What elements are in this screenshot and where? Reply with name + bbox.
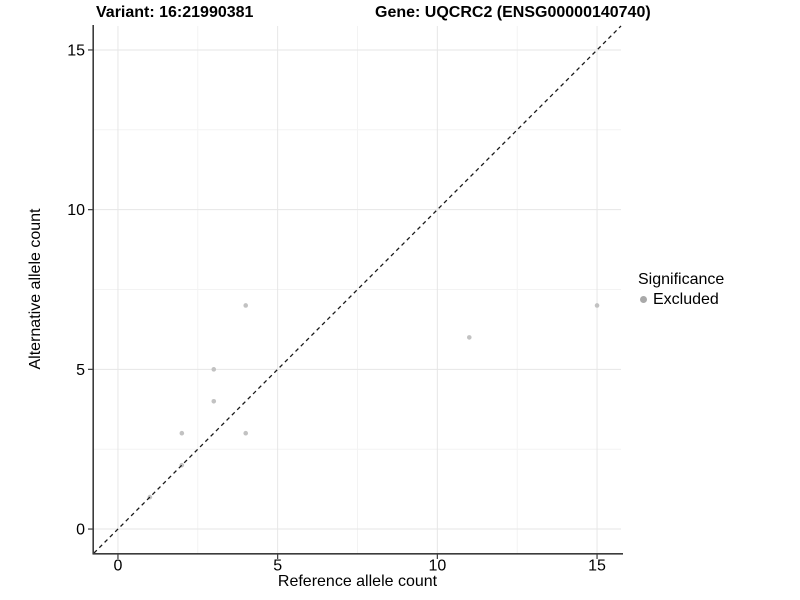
y-axis-title: Alternative allele count [27,208,44,370]
x-tick-label: 10 [428,558,446,575]
legend-point-icon [640,296,647,303]
legend-title: Significance [638,271,725,288]
legend: Significance Excluded [638,271,724,308]
y-tick-label: 15 [67,42,85,59]
data-point [211,398,217,404]
legend-item-excluded: Excluded [640,291,724,308]
x-tick-label: 15 [588,558,606,575]
x-tick-label: 0 [114,558,123,575]
y-tick-label: 0 [76,522,85,539]
y-tick-label: 10 [67,202,85,219]
data-point [243,303,249,308]
data-point [466,335,472,340]
gene-title: Gene: UQCRC2 (ENSG00000140740) [375,4,651,21]
legend-item-label: Excluded [653,291,719,308]
x-axis-title: Reference allele count [277,573,438,590]
data-point [179,430,185,436]
data-point [594,303,600,308]
x-tick-label: 5 [273,558,282,575]
y-tick-label: 5 [76,362,85,379]
data-point [211,367,217,372]
data-point [243,430,249,436]
variant-title: Variant: 16:21990381 [96,4,254,21]
